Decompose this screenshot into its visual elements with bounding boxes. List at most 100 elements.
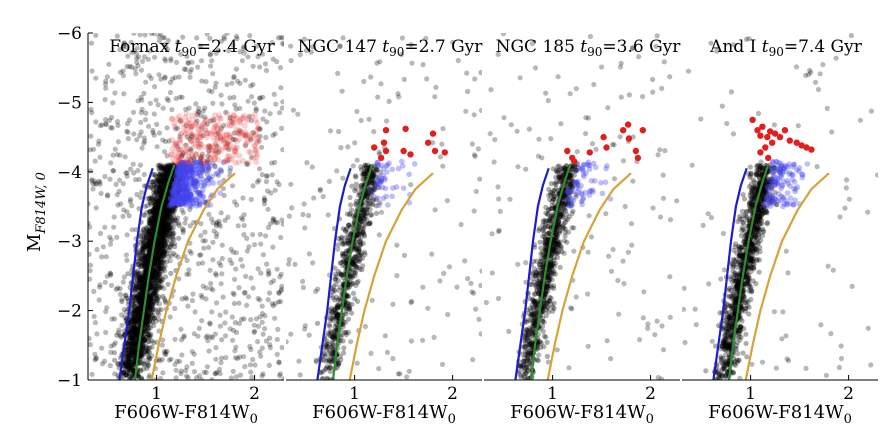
rgb-star-point (137, 367, 143, 373)
field-star-point (154, 144, 160, 150)
field-star-point (193, 375, 200, 380)
field-star-point (159, 342, 165, 348)
field-star-point (247, 362, 253, 368)
field-star-point (162, 138, 169, 145)
field-star-point (211, 117, 217, 123)
agb-red-point (169, 116, 176, 122)
field-star-point (175, 254, 181, 260)
field-star-point (229, 80, 235, 86)
rgb-star-point (158, 307, 164, 313)
field-star-point (125, 53, 131, 59)
rgb-star-point (150, 278, 156, 284)
field-star-point (262, 326, 268, 332)
field-star-point (478, 282, 482, 289)
panel-title: Fornax t90=2.4 Gyr (109, 37, 275, 59)
field-star-point (236, 320, 242, 326)
field-star-point (127, 198, 133, 205)
field-star-point (235, 223, 241, 229)
field-star-point (161, 248, 167, 254)
rgb-star-point (122, 293, 128, 299)
field-star-point (232, 320, 238, 326)
field-star-point (88, 133, 94, 139)
field-star-point (253, 106, 259, 112)
field-star-point (248, 137, 254, 143)
field-star-point (227, 95, 233, 101)
field-star-point (214, 231, 220, 237)
field-star-point (476, 316, 482, 322)
field-star-point (240, 46, 246, 52)
rgb-star-point (332, 276, 338, 282)
field-star-point (97, 230, 104, 236)
field-star-point (202, 199, 208, 205)
field-star-point (220, 294, 226, 300)
field-star-point (233, 344, 239, 350)
rgb-star-point (324, 346, 330, 352)
rgb-star-point (143, 268, 149, 274)
field-star-point (264, 188, 271, 194)
field-star-point (139, 295, 145, 301)
rgb-star-point (139, 281, 145, 287)
field-star-point (131, 170, 137, 176)
rgb-star-point (329, 315, 335, 321)
field-star-point (183, 66, 189, 72)
field-star-point (124, 257, 130, 263)
field-star-point (219, 101, 225, 107)
field-star-point (225, 141, 231, 147)
agb-blue-point (184, 190, 191, 197)
field-star-point (260, 252, 266, 258)
field-star-point (275, 326, 281, 332)
field-star-point (173, 95, 179, 102)
field-star-point (163, 351, 169, 358)
field-star-point (221, 36, 227, 42)
rgb-star-point (157, 172, 163, 178)
field-star-point (478, 331, 482, 337)
field-star-point (286, 257, 292, 263)
field-star-point (232, 199, 238, 205)
field-star-point (183, 142, 189, 148)
field-star-point (112, 340, 118, 346)
field-star-point (218, 169, 224, 175)
field-star-point (288, 181, 294, 187)
field-star-point (326, 178, 332, 184)
field-star-point (131, 33, 137, 36)
agb-red-point (236, 152, 243, 159)
field-star-point (248, 154, 254, 160)
field-star-point (103, 85, 109, 91)
field-star-point (241, 222, 247, 229)
field-star-point (97, 179, 103, 185)
field-star-point (248, 118, 254, 124)
agb-red-point (255, 134, 262, 141)
field-star-point (253, 107, 259, 113)
field-star-point (102, 173, 108, 180)
field-star-point (192, 309, 198, 315)
field-star-point (150, 222, 156, 228)
field-star-point (230, 249, 236, 255)
field-star-point (116, 188, 122, 194)
field-star-point (269, 160, 275, 166)
field-star-point (240, 216, 246, 223)
field-star-point (191, 369, 198, 375)
field-star-point (302, 225, 308, 231)
field-star-point (191, 157, 198, 163)
field-star-point (168, 356, 174, 362)
field-star-point (162, 149, 168, 155)
field-star-point (167, 79, 173, 86)
field-star-point (276, 299, 282, 305)
field-star-point (390, 301, 396, 307)
field-star-point (97, 284, 103, 290)
field-star-point (90, 146, 97, 152)
field-star-point (111, 214, 117, 220)
field-star-point (121, 40, 127, 47)
field-star-point (384, 349, 390, 355)
field-star-point (262, 108, 268, 114)
field-star-point (176, 220, 182, 226)
field-star-point (368, 350, 374, 356)
field-star-point (108, 349, 114, 355)
field-star-point (165, 97, 171, 104)
field-star-point (107, 270, 113, 276)
field-star-point (96, 297, 102, 303)
field-star-point (141, 234, 147, 240)
field-star-point (129, 49, 135, 56)
rgb-star-point (144, 360, 150, 366)
field-star-point (168, 58, 174, 64)
